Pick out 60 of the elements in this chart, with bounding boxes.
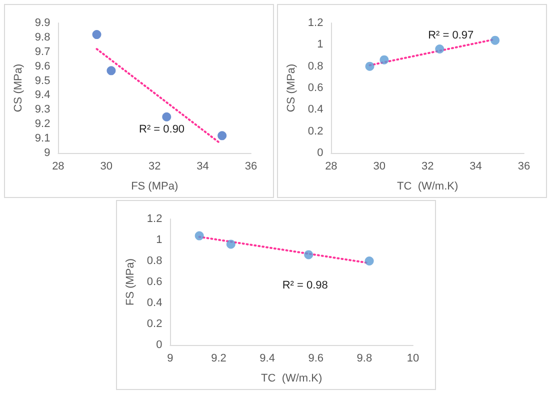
point <box>92 30 102 40</box>
y-tick-label: 9.7 <box>34 46 50 58</box>
y-tick-label: 0 <box>317 147 324 159</box>
x-tick-label: 9.8 <box>356 352 372 364</box>
y-tick-label: 0 <box>156 339 162 351</box>
y-tick-label: 0.8 <box>308 60 324 72</box>
y-tick-label: 9.4 <box>34 89 50 102</box>
y-tick-label: 0.8 <box>146 255 162 267</box>
point <box>364 256 374 266</box>
y-tick-label: 0.4 <box>146 297 162 309</box>
point <box>365 62 374 71</box>
y-tick-label: 1.2 <box>308 17 324 29</box>
x-tick-label: 9 <box>167 352 174 364</box>
x-tick-label: 9.4 <box>260 352 275 364</box>
y-tick-label: 0.6 <box>146 276 162 288</box>
y-tick-label: 0.4 <box>308 104 324 116</box>
point <box>162 112 172 122</box>
x-tick-label: 9.2 <box>211 352 226 364</box>
point <box>218 131 227 140</box>
point <box>435 44 444 54</box>
x-tick-label: 34 <box>470 160 482 172</box>
x-tick-label: 30 <box>373 160 386 172</box>
x-tick-label: 30 <box>100 160 113 172</box>
x-tick-label: 34 <box>196 160 209 172</box>
point <box>380 55 389 64</box>
x-tick-label: 32 <box>421 160 434 172</box>
annotation: R² = 0.90 <box>139 124 185 136</box>
y-axis-title: CS (MPa) <box>12 64 24 112</box>
annotation: R² = 0.98 <box>282 279 328 292</box>
y-axis-title: FS (MPa) <box>124 258 136 306</box>
x-tick-label: 32 <box>148 160 161 172</box>
y-tick-label: 9 <box>44 147 50 159</box>
y-tick-label: 9.2 <box>34 118 50 130</box>
x-tick-label: 36 <box>518 160 530 172</box>
y-tick-label: 9.6 <box>34 60 50 72</box>
y-tick-label: 9.1 <box>34 132 50 145</box>
y-tick-label: 0.2 <box>146 318 162 330</box>
x-axis-title: TC (W/m.K) <box>397 180 458 192</box>
y-tick-label: 9.8 <box>34 31 50 44</box>
point <box>490 36 500 45</box>
point <box>304 250 314 260</box>
point <box>226 240 236 249</box>
y-tick-label: 1.2 <box>146 213 162 225</box>
y-axis-title: CS (MPa) <box>286 64 298 112</box>
x-axis-title: TC (W/m.K) <box>261 372 322 384</box>
y-tick-label: 9.3 <box>34 104 50 116</box>
x-tick-label: 36 <box>244 160 258 172</box>
x-axis-title: FS (MPa) <box>131 180 178 192</box>
x-tick-label: 28 <box>52 160 64 172</box>
y-tick-label: 9.9 <box>34 17 50 29</box>
x-tick-label: 10 <box>406 352 420 364</box>
point <box>106 66 116 76</box>
y-tick-label: 0.6 <box>308 82 324 94</box>
y-tick-label: 1 <box>317 38 324 51</box>
point <box>194 231 204 240</box>
annotation: R² = 0.97 <box>428 29 474 42</box>
y-tick-label: 0.2 <box>308 125 324 138</box>
x-tick-label: 28 <box>325 160 338 172</box>
y-tick-label: 9.5 <box>34 74 50 87</box>
y-tick-label: 1 <box>156 234 162 246</box>
